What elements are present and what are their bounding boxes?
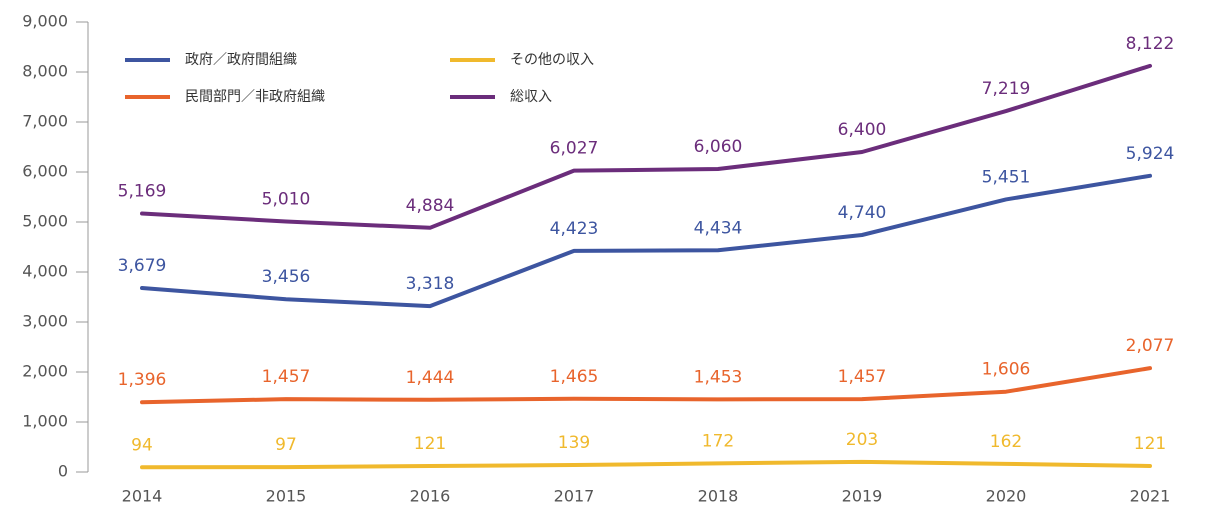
y-tick-label: 1,000 [22, 412, 68, 431]
series-line [140, 459, 1152, 470]
data-label: 4,740 [838, 203, 887, 223]
data-label: 3,679 [118, 256, 167, 276]
y-tick-label: 5,000 [22, 212, 68, 231]
x-tick-label: 2018 [698, 487, 739, 506]
data-label: 121 [1134, 434, 1166, 454]
data-label: 7,219 [982, 79, 1031, 99]
y-tick-label: 2,000 [22, 362, 68, 381]
data-label: 3,456 [262, 267, 311, 287]
data-label: 172 [702, 431, 734, 451]
data-label: 1,606 [982, 360, 1031, 380]
y-tick-label: 7,000 [22, 112, 68, 131]
data-label: 4,884 [406, 196, 455, 216]
legend-label: その他の収入 [510, 52, 594, 68]
data-label: 4,423 [550, 219, 599, 239]
data-label: 6,027 [550, 139, 599, 159]
x-tick-label: 2015 [266, 487, 307, 506]
x-tick-label: 2019 [842, 487, 883, 506]
series-line [140, 63, 1152, 230]
data-label: 1,457 [262, 367, 311, 387]
data-label: 1,453 [694, 367, 743, 387]
data-label: 1,444 [406, 368, 455, 388]
x-tick-label: 2021 [1130, 487, 1171, 506]
data-label: 2,077 [1126, 336, 1175, 356]
y-tick-label: 9,000 [22, 12, 68, 31]
y-tick-label: 8,000 [22, 62, 68, 81]
legend-label: 総収入 [510, 89, 552, 105]
series-line [140, 173, 1152, 309]
data-label: 3,318 [406, 274, 455, 294]
data-label: 1,396 [118, 370, 167, 390]
data-label: 4,434 [694, 218, 743, 238]
data-label: 139 [558, 433, 590, 453]
data-label: 5,451 [982, 167, 1031, 187]
data-label: 5,010 [262, 190, 311, 210]
data-label: 1,457 [838, 367, 887, 387]
data-label: 203 [846, 430, 878, 450]
x-tick-label: 2014 [122, 487, 163, 506]
legend-label: 民間部門／非政府組織 [185, 89, 325, 105]
y-tick-label: 4,000 [22, 262, 68, 281]
x-tick-label: 2016 [410, 487, 451, 506]
data-label: 97 [275, 435, 297, 455]
data-label: 1,465 [550, 367, 599, 387]
data-label: 5,924 [1126, 144, 1175, 164]
data-label: 121 [414, 434, 446, 454]
data-label: 6,060 [694, 137, 743, 157]
y-tick-label: 3,000 [22, 312, 68, 331]
y-tick-label: 0 [58, 462, 68, 481]
data-label: 6,400 [838, 120, 887, 140]
series-line [140, 366, 1152, 405]
data-label: 5,169 [118, 182, 167, 202]
x-tick-label: 2020 [986, 487, 1027, 506]
legend-label: 政府／政府間組織 [185, 52, 297, 68]
y-tick-label: 6,000 [22, 162, 68, 181]
data-label: 94 [131, 435, 153, 455]
x-tick-label: 2017 [554, 487, 595, 506]
data-label: 8,122 [1126, 34, 1175, 54]
data-label: 162 [990, 432, 1022, 452]
